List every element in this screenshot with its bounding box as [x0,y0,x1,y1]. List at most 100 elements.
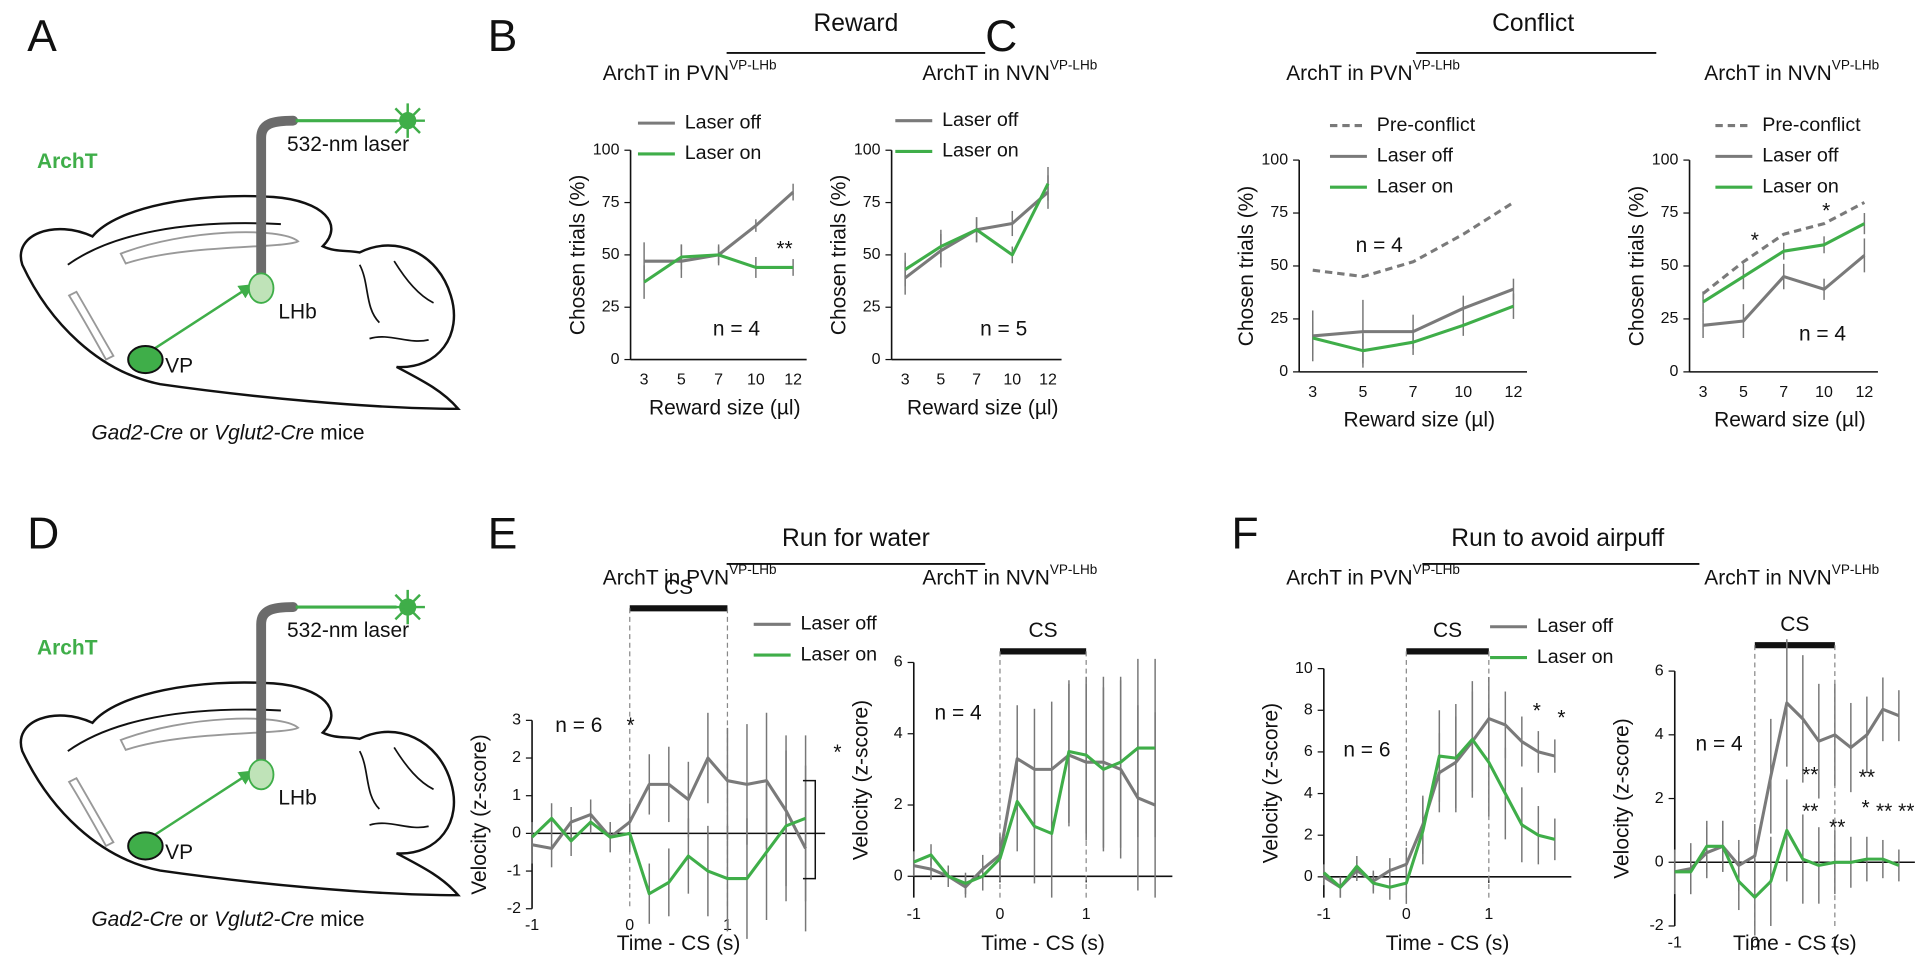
y-tick-label: 100 [593,141,620,158]
y-tick-label: -1 [507,862,521,879]
cs-label: CS [1029,619,1058,642]
y-axis-label: Chosen trials (%) [827,175,850,335]
chart-title: ArchT in NVNVP-LHb [922,57,1097,85]
significance-bracket [802,779,817,880]
x-tick-label: 0 [996,906,1005,923]
title-sup: VP-LHb [1050,562,1097,577]
series-line [1322,737,1556,889]
annotation: ** [1829,816,1845,839]
y-tick-label: 25 [602,298,620,315]
y-tick-label: 100 [1261,151,1288,168]
y-tick-label: 100 [1652,151,1679,168]
title-main: ArchT in NVN [922,566,1050,589]
annotation: n = 6 [1343,739,1390,762]
caption-part: Gad2-Cre [91,421,183,444]
y-tick-label: 0 [1279,363,1288,380]
source-label: VP [165,841,193,864]
x-tick-label: 5 [1739,384,1748,401]
title-main: ArchT in PVN [603,61,729,84]
x-tick-label: 12 [784,372,802,389]
annotation: n = 4 [935,702,982,725]
legend-label: Laser on [1762,175,1839,197]
series-line [643,253,794,284]
legend-label: Laser off [1762,145,1839,167]
annotation: * [1533,699,1541,722]
y-tick-label: 25 [863,298,881,315]
x-tick-label: 1 [1484,906,1493,923]
y-tick-label: 50 [602,246,620,263]
x-tick-label: 10 [1003,372,1021,389]
y-tick-label: -2 [1649,917,1663,934]
opsin-label: ArchT [37,636,98,659]
title-sup: VP-LHb [1413,57,1460,72]
title-sup: VP-LHb [1832,57,1879,72]
panel-label: B [488,12,518,61]
series-line [1312,304,1515,353]
series-line [531,756,807,850]
x-axis-label: Reward size (µl) [1343,409,1495,432]
y-tick-label: 4 [894,725,903,742]
x-tick-label: 3 [640,372,649,389]
legend-label: Laser off [800,613,877,635]
series-line [904,183,1050,271]
series-line [1674,828,1900,899]
cs-label: CS [1433,619,1462,642]
title-sup: VP-LHb [729,562,776,577]
annotation: * [1751,229,1759,252]
annotation: n = 6 [555,714,602,737]
x-tick-label: 10 [1454,384,1472,401]
y-tick-label: -2 [507,900,521,917]
y-tick-label: 50 [863,246,881,263]
chart-title: ArchT in NVNVP-LHb [1704,562,1879,590]
y-tick-label: 3 [512,712,521,729]
x-tick-label: -1 [1317,906,1331,923]
panel-label: C [985,12,1017,61]
title-main: ArchT in PVN [603,566,729,589]
y-tick-label: 75 [1270,204,1288,221]
annotation: * [626,714,634,737]
x-tick-label: 10 [747,372,765,389]
source-label: VP [165,354,193,377]
x-tick-label: 3 [1308,384,1317,401]
y-tick-label: 4 [1655,726,1664,743]
x-tick-label: 0 [625,917,634,934]
section-header: Run for water [782,525,930,552]
cs-label: CS [1780,613,1809,636]
legend-label: Laser on [685,142,762,164]
y-tick-label: 2 [1655,790,1664,807]
caption: Gad2-Cre or Vglut2-Cre mice [91,421,364,444]
series-line [1674,701,1900,874]
legend-label: Laser on [800,643,877,665]
legend-label: Laser off [1377,145,1454,167]
x-tick-label: 12 [1505,384,1523,401]
laser-label: 532-nm laser [287,619,409,642]
legend-label: Laser off [685,111,762,133]
x-axis-label: Reward size (µl) [1714,409,1866,432]
y-tick-label: 0 [1655,853,1664,870]
caption-part: or [189,907,208,930]
x-tick-label: 1 [1830,934,1839,951]
caption-part: or [189,421,208,444]
panel-label: E [488,510,518,559]
x-tick-label: 5 [677,372,686,389]
series-line [913,746,1156,885]
y-tick-label: 0 [872,351,881,368]
section-header: Run to avoid airpuff [1451,525,1664,552]
annotation: n = 4 [1799,322,1846,345]
title-main: ArchT in PVN [1286,61,1412,84]
x-tick-label: 5 [936,372,945,389]
series-line [1312,201,1515,279]
y-tick-label: 75 [1661,204,1679,221]
y-tick-label: 0 [1304,868,1313,885]
annotation: * [1862,797,1870,820]
y-tick-label: 50 [1270,257,1288,274]
annotation: ** [776,237,792,260]
annotation: n = 4 [1696,733,1743,756]
chart-title: ArchT in PVNVP-LHb [603,57,777,85]
section-header: Conflict [1492,10,1574,37]
x-tick-label: 10 [1815,384,1833,401]
title-sup: VP-LHb [1050,57,1097,72]
y-tick-label: 6 [1304,743,1313,760]
series-line [530,816,807,896]
